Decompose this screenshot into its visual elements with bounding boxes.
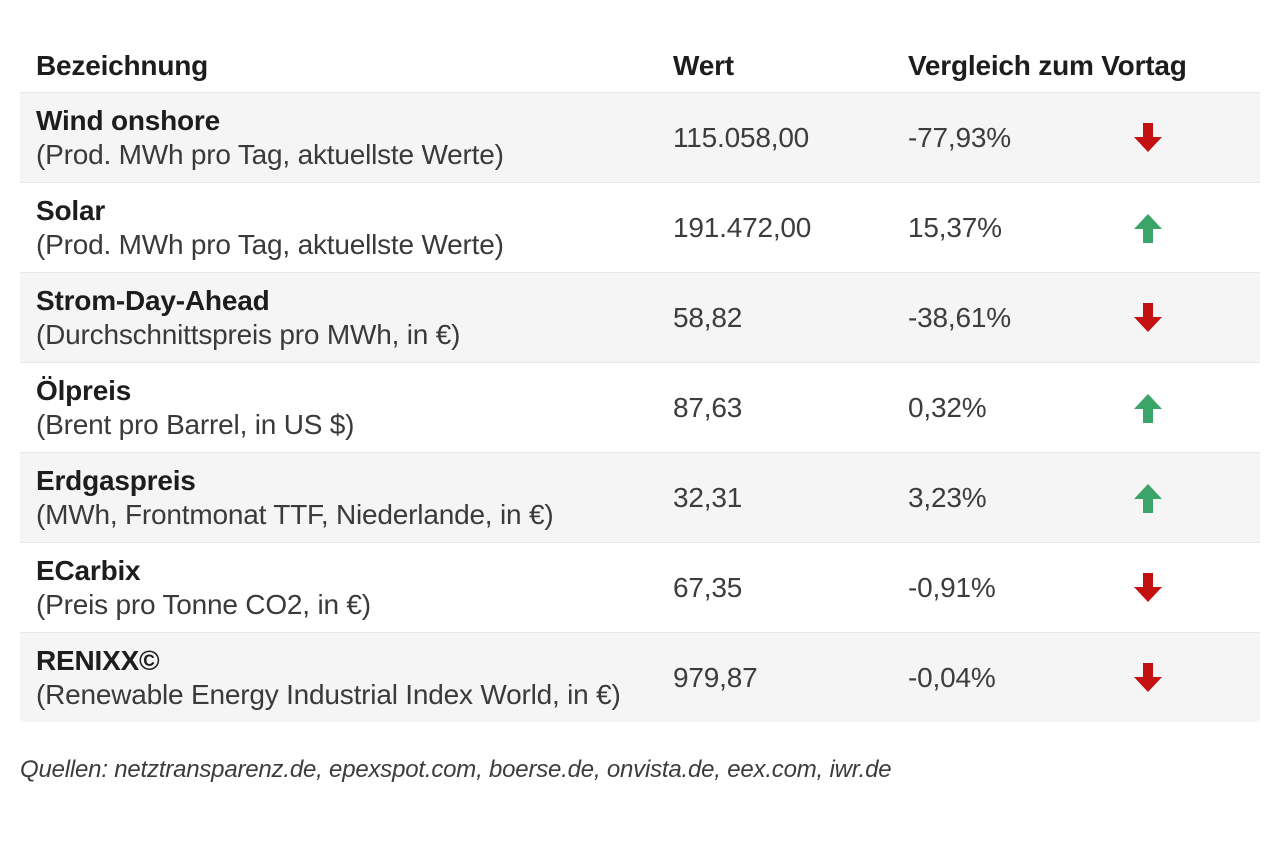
row-value: 87,63: [673, 391, 743, 423]
row-trend-cell: [1088, 122, 1208, 153]
down-arrow-icon: [1134, 572, 1162, 602]
row-name-cell: Erdgaspreis (MWh, Frontmonat TTF, Nieder…: [20, 464, 673, 532]
row-subtitle: (Renewable Energy Industrial Index World…: [36, 678, 621, 710]
table-row-renixx: RENIXX© (Renewable Energy Industrial Ind…: [20, 632, 1260, 722]
row-subtitle: (Prod. MWh pro Tag, aktuellste Werte): [36, 228, 504, 260]
row-trend-cell: [1088, 483, 1208, 513]
row-subtitle: (MWh, Frontmonat TTF, Niederlande, in €): [36, 498, 554, 530]
row-name-cell: RENIXX© (Renewable Energy Industrial Ind…: [20, 644, 673, 712]
row-value: 979,87: [673, 661, 758, 693]
row-value: 32,31: [673, 481, 743, 513]
row-title: Erdgaspreis: [36, 464, 196, 496]
column-header-wert: Wert: [673, 50, 734, 81]
row-subtitle: (Prod. MWh pro Tag, aktuellste Werte): [36, 138, 504, 170]
row-trend-cell: [1088, 572, 1208, 603]
row-change: -0,91%: [908, 571, 996, 603]
row-trend-cell: [1088, 302, 1208, 333]
energy-market-overview-page: Bezeichnung Wert Vergleich zum Vortag Wi…: [0, 20, 1280, 842]
column-header-spacer: [1208, 82, 1260, 92]
column-header-bezeichnung: Bezeichnung: [36, 50, 209, 81]
row-change: -0,04%: [908, 661, 996, 693]
row-value: 115.058,00: [673, 121, 810, 153]
sources-note: Quellen: netztransparenz.de, epexspot.co…: [20, 756, 892, 783]
row-name-cell: Solar (Prod. MWh pro Tag, aktuellste Wer…: [20, 194, 673, 262]
column-header-trend-spacer: [1088, 82, 1208, 92]
table-row-strom-day-ahead: Strom-Day-Ahead (Durchschnittspreis pro …: [20, 272, 1260, 362]
table-row-wind-onshore: Wind onshore (Prod. MWh pro Tag, aktuell…: [20, 92, 1260, 182]
down-arrow-icon: [1134, 302, 1162, 332]
table-row-erdgaspreis: Erdgaspreis (MWh, Frontmonat TTF, Nieder…: [20, 452, 1260, 542]
row-trend-cell: [1088, 393, 1208, 423]
row-change: 0,32%: [908, 391, 987, 423]
up-arrow-icon: [1134, 213, 1162, 243]
row-title: Wind onshore: [36, 104, 221, 136]
down-arrow-icon: [1134, 122, 1162, 152]
row-name-cell: Ölpreis (Brent pro Barrel, in US $): [20, 374, 673, 442]
row-title: Strom-Day-Ahead: [36, 284, 270, 316]
up-arrow-icon: [1134, 393, 1162, 423]
down-arrow-icon: [1134, 662, 1162, 692]
table-header-row: Bezeichnung Wert Vergleich zum Vortag: [20, 20, 1260, 92]
row-title: RENIXX©: [36, 644, 160, 676]
row-title: ECarbix: [36, 554, 141, 586]
row-subtitle: (Durchschnittspreis pro MWh, in €): [36, 318, 461, 350]
row-change: -77,93%: [908, 121, 1011, 153]
row-trend-cell: [1088, 662, 1208, 693]
row-subtitle: (Brent pro Barrel, in US $): [36, 408, 355, 440]
row-value: 191.472,00: [673, 211, 812, 243]
table-body: Wind onshore (Prod. MWh pro Tag, aktuell…: [20, 92, 1260, 722]
row-value: 58,82: [673, 301, 743, 333]
row-subtitle: (Preis pro Tonne CO2, in €): [36, 588, 371, 620]
row-title: Ölpreis: [36, 374, 132, 406]
table-row-ecarbix: ECarbix (Preis pro Tonne CO2, in €) 67,3…: [20, 542, 1260, 632]
table-row-solar: Solar (Prod. MWh pro Tag, aktuellste Wer…: [20, 182, 1260, 272]
row-change: 15,37%: [908, 211, 1002, 243]
row-change: -38,61%: [908, 301, 1011, 333]
up-arrow-icon: [1134, 483, 1162, 513]
row-change: 3,23%: [908, 481, 987, 513]
table-row-oelpreis: Ölpreis (Brent pro Barrel, in US $) 87,6…: [20, 362, 1260, 452]
column-header-vergleich: Vergleich zum Vortag: [908, 50, 1187, 81]
row-title: Solar: [36, 194, 106, 226]
row-name-cell: Strom-Day-Ahead (Durchschnittspreis pro …: [20, 284, 673, 352]
row-name-cell: Wind onshore (Prod. MWh pro Tag, aktuell…: [20, 104, 673, 172]
row-name-cell: ECarbix (Preis pro Tonne CO2, in €): [20, 554, 673, 622]
market-data-table: Bezeichnung Wert Vergleich zum Vortag Wi…: [20, 20, 1260, 722]
row-value: 67,35: [673, 571, 743, 603]
row-trend-cell: [1088, 213, 1208, 243]
